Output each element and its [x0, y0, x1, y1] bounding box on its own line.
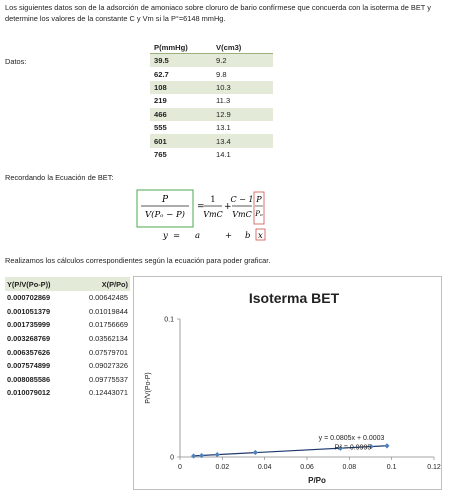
plus-sign: +	[224, 202, 232, 212]
sub-plus: +	[225, 231, 232, 241]
table-row: 0.001735999 0.01756669	[5, 318, 130, 332]
pv-cell-v: 13.4	[212, 134, 273, 148]
table-row: 601 13.4	[150, 134, 273, 148]
pv-header-v: V(cm3)	[212, 42, 273, 54]
trendline	[193, 445, 387, 457]
pv-cell-p: 39.5	[150, 53, 212, 68]
table-row: 0.006357626 0.07579701	[5, 345, 130, 359]
table-row: 39.5 9.2	[150, 53, 273, 68]
isoterma-bet-chart: Isoterma BET P/V(Po-P) P/Po 0 0.02 0.04 0.0…	[145, 290, 441, 485]
recordando-label: Recordando la Ecuación de BET:	[5, 173, 114, 182]
yx-cell-y: 0.000702869	[7, 293, 51, 303]
table-row: 108 10.3	[150, 80, 273, 95]
yx-cell-y: 0.001735999	[7, 320, 51, 330]
sub-x-highlight-box	[255, 228, 266, 241]
y-tick-label: 0.1	[164, 317, 174, 324]
chart-y-axis-label: P/V(Po-P)	[145, 372, 152, 404]
pv-cell-v: 13.1	[216, 123, 231, 133]
table-row: 555 13.1	[150, 121, 273, 134]
yx-cell-y: 0.003268769	[7, 334, 51, 344]
datos-label: Datos:	[5, 57, 27, 66]
x-tick-label: 0.04	[258, 464, 272, 471]
sub-equals: =	[173, 231, 180, 241]
term1-numerator: 1	[210, 195, 215, 205]
pressure-volume-table: P(mmHg) V(cm3) 39.5 9.2 62.7 9.8 108 10.3 2…	[150, 42, 273, 161]
x-tick-label: 0.02	[216, 464, 230, 471]
sub-a: a	[195, 231, 200, 241]
table-row: 219 11.3	[150, 94, 273, 107]
term2-denominator: VmC	[232, 210, 251, 219]
chart-title: Isoterma BET	[249, 290, 340, 306]
yx-cell-y: 0.007574899	[7, 361, 51, 371]
data-point-marker	[190, 453, 197, 459]
pv-cell-p: 601	[150, 134, 212, 148]
yx-cell-x: 0.09027326	[88, 361, 128, 371]
yx-cell-y: 0.006357626	[7, 347, 51, 357]
lhs-denominator: V(Pₒ − P)	[145, 209, 185, 220]
yx-header-x: X(P/Po)	[74, 277, 130, 291]
yx-cell-x: 0.03562134	[88, 334, 128, 344]
table-row: 0.000702869 0.00642485	[5, 291, 130, 305]
pv-cell-v: 10.3	[212, 80, 273, 95]
yx-cell-y: 0.008085586	[7, 374, 51, 384]
chart-area: Isoterma BET P/V(Po-P) P/Po 0 0.02 0.04 0.0…	[133, 276, 442, 490]
data-point-marker	[252, 449, 258, 456]
yx-header-y: Y(P/V(Po-P))	[5, 277, 74, 291]
table-row: 466 12.9	[150, 107, 273, 121]
ratio-highlight-box	[253, 191, 265, 225]
yx-cell-x: 0.07579701	[88, 347, 128, 357]
yx-cell-y: 0.001051379	[7, 306, 51, 316]
chart-x-axis-label: P/Po	[308, 476, 326, 485]
lhs-numerator: P	[161, 195, 169, 205]
sub-b: b	[245, 231, 250, 241]
trendline-r-squared: R² = 0.9995	[335, 444, 372, 451]
table-row: 0.010079012 0.12443071	[5, 386, 130, 400]
pv-cell-p: 555	[154, 123, 167, 133]
table-row: 0.008085586 0.09775537	[5, 373, 130, 387]
table-row: 765 14.1	[150, 148, 273, 161]
yx-cell-x: 0.01019844	[88, 306, 128, 316]
trendline-equation: y = 0.0805x + 0.0003	[319, 435, 385, 442]
x-tick-label: 0.08	[343, 464, 357, 471]
x-tick-label: 0.06	[300, 464, 314, 471]
data-point-marker	[214, 452, 220, 458]
yx-cell-x: 0.12443071	[88, 388, 128, 398]
x-tick-label: 0.12	[427, 464, 441, 471]
table-row: 0.007574899 0.09027326	[5, 359, 130, 373]
pv-cell-p: 765	[154, 149, 167, 159]
sub-x: x	[258, 231, 263, 241]
yx-cell-x: 0.00642485	[88, 293, 128, 303]
calculated-xy-table: Y(P/V(Po-P)) X(P/Po) 0.000702869 0.006424…	[5, 277, 130, 400]
pv-cell-v: 11.3	[216, 96, 231, 106]
pv-cell-v: 9.8	[216, 69, 227, 79]
intro-paragraph: Los siguientes datos son de la adsorción…	[5, 3, 431, 23]
pv-cell-p: 62.7	[154, 69, 169, 79]
ratio-denominator: Pₒ	[254, 210, 263, 218]
realizamos-label: Realizamos los cálculos correspondientes…	[5, 256, 271, 265]
table-row: 62.7 9.8	[150, 67, 273, 80]
term1-denominator: VmC	[203, 210, 222, 219]
x-tick-label: 0	[178, 464, 182, 471]
bet-equation: P V(Pₒ − P) = 1 VmC + C − 1 VmC P Pₒ y =…	[136, 189, 266, 241]
pv-cell-p: 108	[150, 80, 212, 95]
term2-numerator: C − 1	[231, 195, 254, 204]
pv-cell-p: 219	[154, 96, 167, 106]
yx-cell-x: 0.01756669	[88, 320, 128, 330]
yx-cell-y: 0.010079012	[7, 388, 51, 398]
y-tick-label: 0	[170, 455, 174, 462]
pv-header-p: P(mmHg)	[150, 42, 212, 54]
pv-cell-v: 12.9	[212, 107, 273, 121]
pv-cell-v: 9.2	[212, 53, 273, 68]
table-row: 0.001051379 0.01019844	[5, 305, 130, 319]
sub-y: y	[162, 231, 168, 241]
equals-sign: =	[197, 202, 205, 212]
yx-cell-x: 0.09775537	[88, 374, 128, 384]
pv-cell-v: 14.1	[216, 149, 231, 159]
ratio-numerator: P	[255, 195, 262, 204]
table-row: 0.003268769 0.03562134	[5, 332, 130, 346]
x-tick-label: 0.1	[387, 464, 397, 471]
data-point-marker	[384, 443, 390, 449]
pv-cell-p: 466	[150, 107, 212, 121]
lhs-highlight-box	[136, 189, 194, 228]
